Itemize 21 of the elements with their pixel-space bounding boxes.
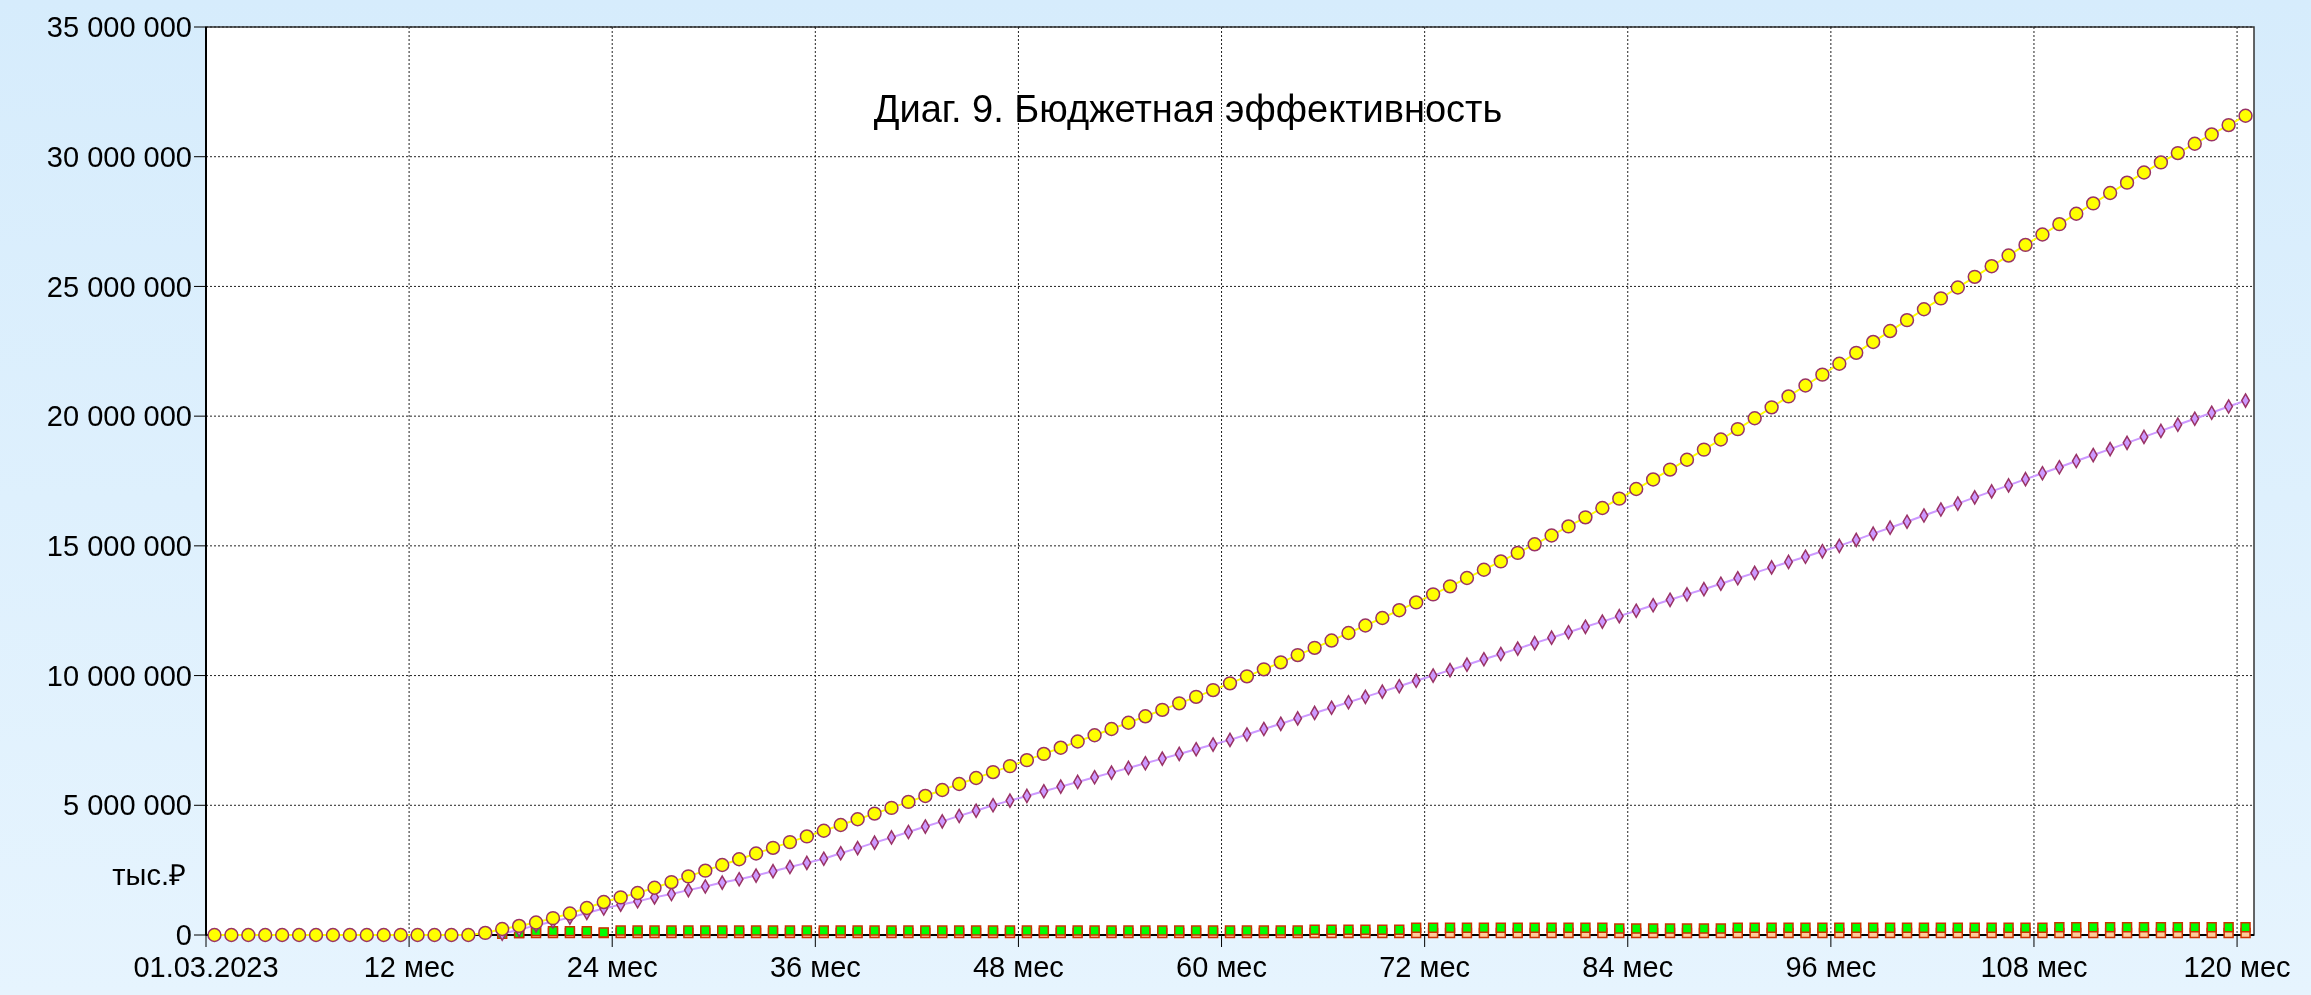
text: Диаг. 9. Бюджетная эффективность	[873, 88, 1503, 130]
y-tick-label: 30 000 000	[46, 140, 192, 173]
x-tick-label: 108 мес	[1980, 951, 2088, 983]
y-tick-label: 25 000 000	[46, 270, 192, 303]
y-tick-label: 5 000 000	[62, 789, 192, 822]
y-tick-label: 20 000 000	[46, 400, 192, 433]
x-tick-label: 01.03.2023	[133, 951, 279, 983]
x-tick-label: 12 мес	[363, 951, 455, 983]
y-tick-label: 10 000 000	[46, 659, 192, 692]
x-tick-label: 48 мес	[972, 951, 1064, 983]
y-tick-label: 35 000 000	[46, 11, 192, 44]
x-tick-label: 60 мес	[1176, 951, 1267, 983]
x-tick-label: 24 мес	[566, 951, 658, 983]
y-tick-label: 0	[175, 919, 192, 952]
x-tick-label: 72 мес	[1379, 951, 1471, 983]
y-tick-label: 15 000 000	[46, 530, 192, 563]
x-tick-label: 120 мес	[2183, 951, 2291, 983]
x-tick-label: 96 мес	[1785, 951, 1877, 983]
y-axis-title: тыс.₽	[112, 859, 186, 891]
x-tick-label: 84 мес	[1582, 951, 1674, 983]
x-tick-label: 36 мес	[769, 951, 861, 983]
